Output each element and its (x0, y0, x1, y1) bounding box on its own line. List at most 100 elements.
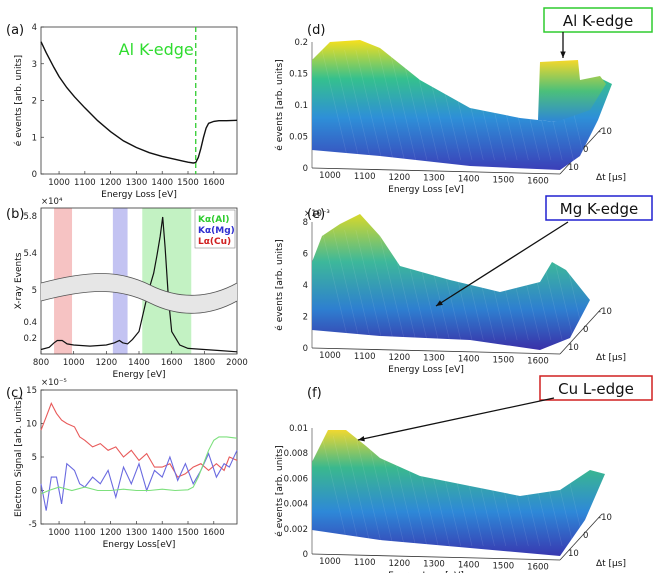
panel-label: (c) (6, 386, 23, 401)
x-tick-label: 1200 (100, 178, 122, 188)
x-tick-label: 1500 (493, 356, 515, 366)
y-tick-label: 0 (303, 550, 308, 560)
mesh-line (535, 229, 563, 341)
y-axis-label: é events [arb. units] (13, 55, 24, 146)
x-tick-label: 1100 (354, 172, 376, 182)
y-tick-label: 0.004 (284, 500, 308, 510)
series-blue (40, 450, 238, 511)
x-tick-label: 1400 (128, 358, 150, 368)
surface (312, 40, 612, 170)
annotation-al-k-edge: Al K-edge (119, 40, 194, 59)
x-tick-label: 1600 (203, 528, 225, 538)
mesh-line (524, 435, 552, 547)
x-tick-label: 800 (33, 358, 49, 368)
depth-tick-label: 0 (583, 531, 588, 541)
x-tick-label: 1000 (319, 557, 341, 567)
y-tick-label: 5.8 (23, 212, 37, 222)
mesh-line (411, 435, 439, 547)
mesh-line (423, 229, 450, 341)
y-axis-label: Electron Signal [arb. units] (14, 397, 24, 517)
annotation-label: Cu L-edge (558, 380, 634, 398)
mesh-line (490, 229, 518, 341)
x-tick-label: 1600 (527, 176, 549, 186)
x-tick-label: 1800 (194, 358, 216, 368)
legend-box (194, 209, 236, 249)
x-tick-label: 1000 (319, 351, 341, 361)
chart-b: 800 1000 1200 1400 1600 1800 2000 Energy [eV] X-… (14, 197, 248, 380)
x-tick-label: 1400 (458, 355, 480, 365)
y-tick-label: 3 (32, 60, 37, 70)
chart-d: 0 0.05 0.1 0.15 0.2 1000 1100 1200 1300 1400 1500 1… (274, 7, 653, 195)
y-tick-label: 0.006 (284, 474, 308, 484)
y-tick-label: 0.2 (23, 334, 37, 344)
y-exponent: ×10⁻⁵ (41, 378, 67, 388)
mesh-line (389, 49, 416, 161)
x-tick-label: 1600 (161, 358, 183, 368)
mesh-line (355, 435, 383, 547)
depth-axis (559, 513, 603, 561)
annotation-arrowhead (436, 300, 443, 306)
mesh-line (344, 49, 371, 161)
annotation-arrow (357, 397, 555, 441)
y-tick-label: 0.01 (289, 424, 308, 434)
x-tick-label: 1300 (126, 528, 148, 538)
x-axis-label: Energy Loss [eV] (388, 571, 464, 573)
mesh-line (456, 229, 484, 341)
mesh-line (456, 435, 484, 547)
y-tick-label: 15 (26, 386, 37, 396)
y-tick-label: 6 (303, 250, 308, 260)
mesh-line (321, 49, 349, 161)
mesh-line (434, 229, 462, 341)
depth-axis-label: Δt [μs] (596, 353, 626, 363)
y-tick-label: 0 (303, 344, 308, 354)
panel-label: (f) (307, 386, 322, 401)
y-tick-label: 5.4 (23, 249, 37, 259)
surface (312, 214, 590, 350)
mesh-line (490, 435, 518, 547)
chart-e: 0 2 4 6 8 1000 1100 1200 1300 1400 1500 1600 -10 0 10 E… (274, 195, 653, 375)
depth-tick-label: 10 (568, 549, 579, 559)
depth-tick-label: -10 (598, 127, 612, 137)
depth-tick-label: -10 (598, 307, 612, 317)
chart-c: 1000 1100 1200 1300 1400 1500 1600 -5 0 5 10 15 Ener… (14, 378, 238, 550)
edge-jump (538, 60, 606, 122)
y-tick-label: 2 (303, 313, 308, 323)
panel-label: (e) (307, 207, 325, 222)
mesh-line (434, 435, 462, 547)
mesh-line (344, 229, 371, 341)
x-axis-label: Energy Loss[eV] (103, 540, 176, 550)
mesh-line (389, 435, 416, 547)
y-tick-label: 0.008 (284, 449, 308, 459)
x-tick-label: 1000 (63, 358, 85, 368)
mesh-line (479, 49, 507, 161)
legend-entry: Kα(Mg) (198, 226, 235, 236)
mesh-line (423, 435, 450, 547)
mesh-line (547, 229, 574, 341)
x-tick-label: 1500 (493, 562, 515, 572)
x-tick-label: 1300 (126, 178, 148, 188)
mesh-line (378, 435, 405, 547)
mesh-line (321, 435, 349, 547)
y-tick-label: 4 (303, 281, 308, 291)
x-tick-label: 1500 (177, 528, 199, 538)
y-tick-label: 0 (32, 170, 37, 180)
x-tick-label: 1200 (100, 528, 122, 538)
y-axis-label: é events [arb. units] (274, 239, 285, 330)
x-tick-label: 1400 (151, 528, 173, 538)
annotation-arrow (435, 221, 569, 307)
surface (312, 430, 605, 556)
y-tick-label: 2 (32, 97, 37, 107)
panel-label: (b) (6, 207, 24, 222)
mesh-line (445, 229, 473, 341)
annotation-box (543, 7, 653, 33)
mesh-line (513, 49, 540, 161)
axis-break (41, 273, 237, 314)
mesh-line (479, 229, 507, 341)
x-axis-label: Energy Loss [eV] (388, 185, 464, 195)
series-spectrum (40, 41, 238, 164)
mesh-line (389, 229, 416, 341)
x-tick-label: 1200 (389, 353, 411, 363)
y-axis-label: X-ray Events (14, 252, 24, 309)
mesh-line (400, 229, 428, 341)
mesh-line (366, 229, 394, 341)
